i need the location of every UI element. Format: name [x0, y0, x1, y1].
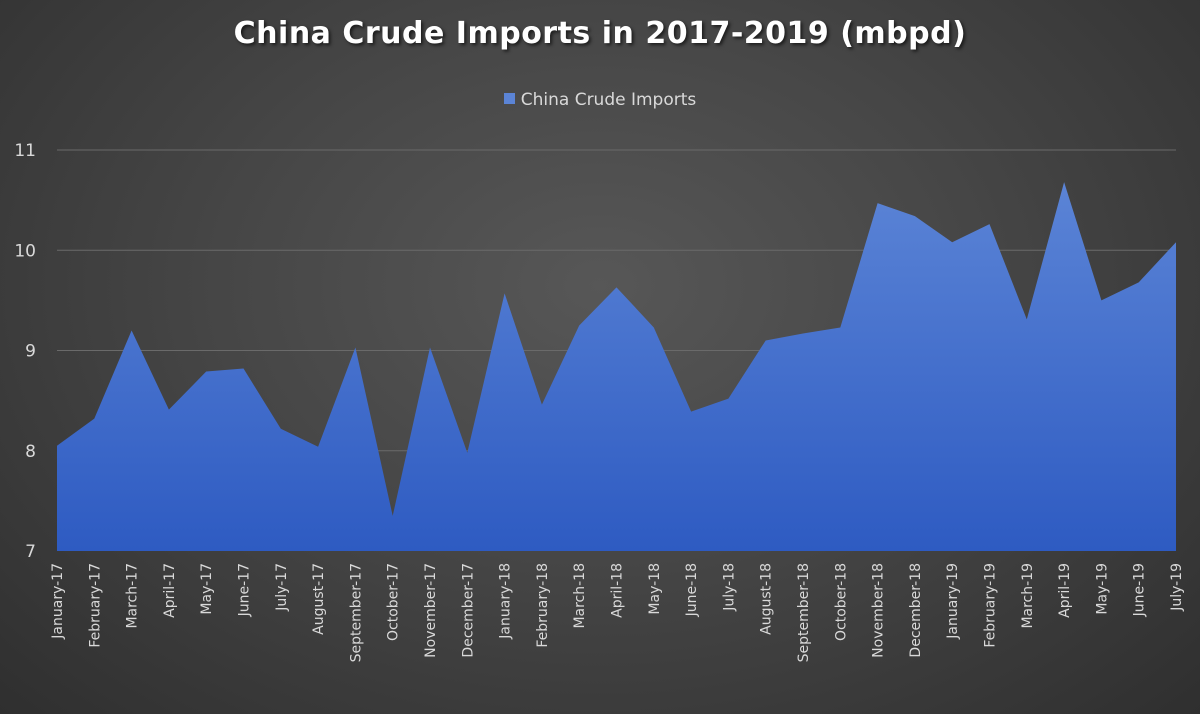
x-axis: January-17 February-17 March-17 April-17 May… — [50, 563, 1185, 662]
x-tick-label: September-17 — [348, 563, 364, 662]
x-tick-label: October-18 — [833, 563, 849, 641]
y-tick-label: 10 — [14, 241, 36, 261]
x-tick-label: November-17 — [423, 563, 439, 658]
x-tick-label: August-18 — [759, 563, 775, 635]
x-tick-label: July-19 — [1169, 563, 1185, 612]
legend[interactable]: China Crude Imports — [0, 90, 1200, 110]
legend-label: China Crude Imports — [520, 90, 697, 110]
x-tick-label: January-17 — [50, 563, 66, 640]
x-tick-label: March-18 — [572, 563, 588, 629]
x-tick-label: March-19 — [1020, 563, 1036, 629]
x-tick-label: May-19 — [1094, 563, 1110, 615]
x-tick-label: December-18 — [908, 563, 924, 658]
x-tick-label: June-19 — [1132, 563, 1148, 617]
plot-area — [57, 182, 1176, 551]
y-tick-label: 8 — [25, 442, 36, 462]
x-tick-label: September-18 — [796, 563, 812, 662]
x-tick-label: May-18 — [647, 563, 663, 615]
chart-title: China Crude Imports in 2017-2019 (mbpd) — [233, 16, 967, 51]
y-axis: 7 8 9 10 11 — [14, 141, 36, 562]
x-tick-label: February-19 — [983, 563, 999, 648]
area-series-china-crude-imports — [57, 182, 1176, 551]
legend-swatch — [503, 93, 515, 104]
x-tick-label: April-18 — [610, 563, 626, 618]
x-tick-label: December-17 — [460, 563, 476, 658]
x-tick-label: June-17 — [237, 563, 253, 617]
x-tick-label: May-17 — [199, 563, 215, 615]
x-tick-label: February-18 — [535, 563, 551, 648]
x-tick-label: March-17 — [125, 563, 141, 629]
x-tick-label: October-17 — [386, 563, 402, 641]
x-tick-label: July-17 — [274, 563, 290, 612]
x-tick-label: June-18 — [684, 563, 700, 617]
x-tick-label: February-17 — [87, 563, 103, 648]
y-tick-label: 11 — [14, 141, 36, 161]
x-tick-label: November-18 — [871, 563, 887, 658]
x-tick-label: January-18 — [498, 563, 514, 640]
x-tick-label: August-17 — [311, 563, 327, 635]
x-tick-label: January-19 — [945, 563, 961, 640]
y-tick-label: 9 — [25, 342, 36, 362]
x-tick-label: April-17 — [162, 563, 178, 618]
x-tick-label: April-19 — [1057, 563, 1073, 618]
x-tick-label: July-18 — [721, 563, 737, 612]
y-tick-label: 7 — [25, 542, 36, 562]
